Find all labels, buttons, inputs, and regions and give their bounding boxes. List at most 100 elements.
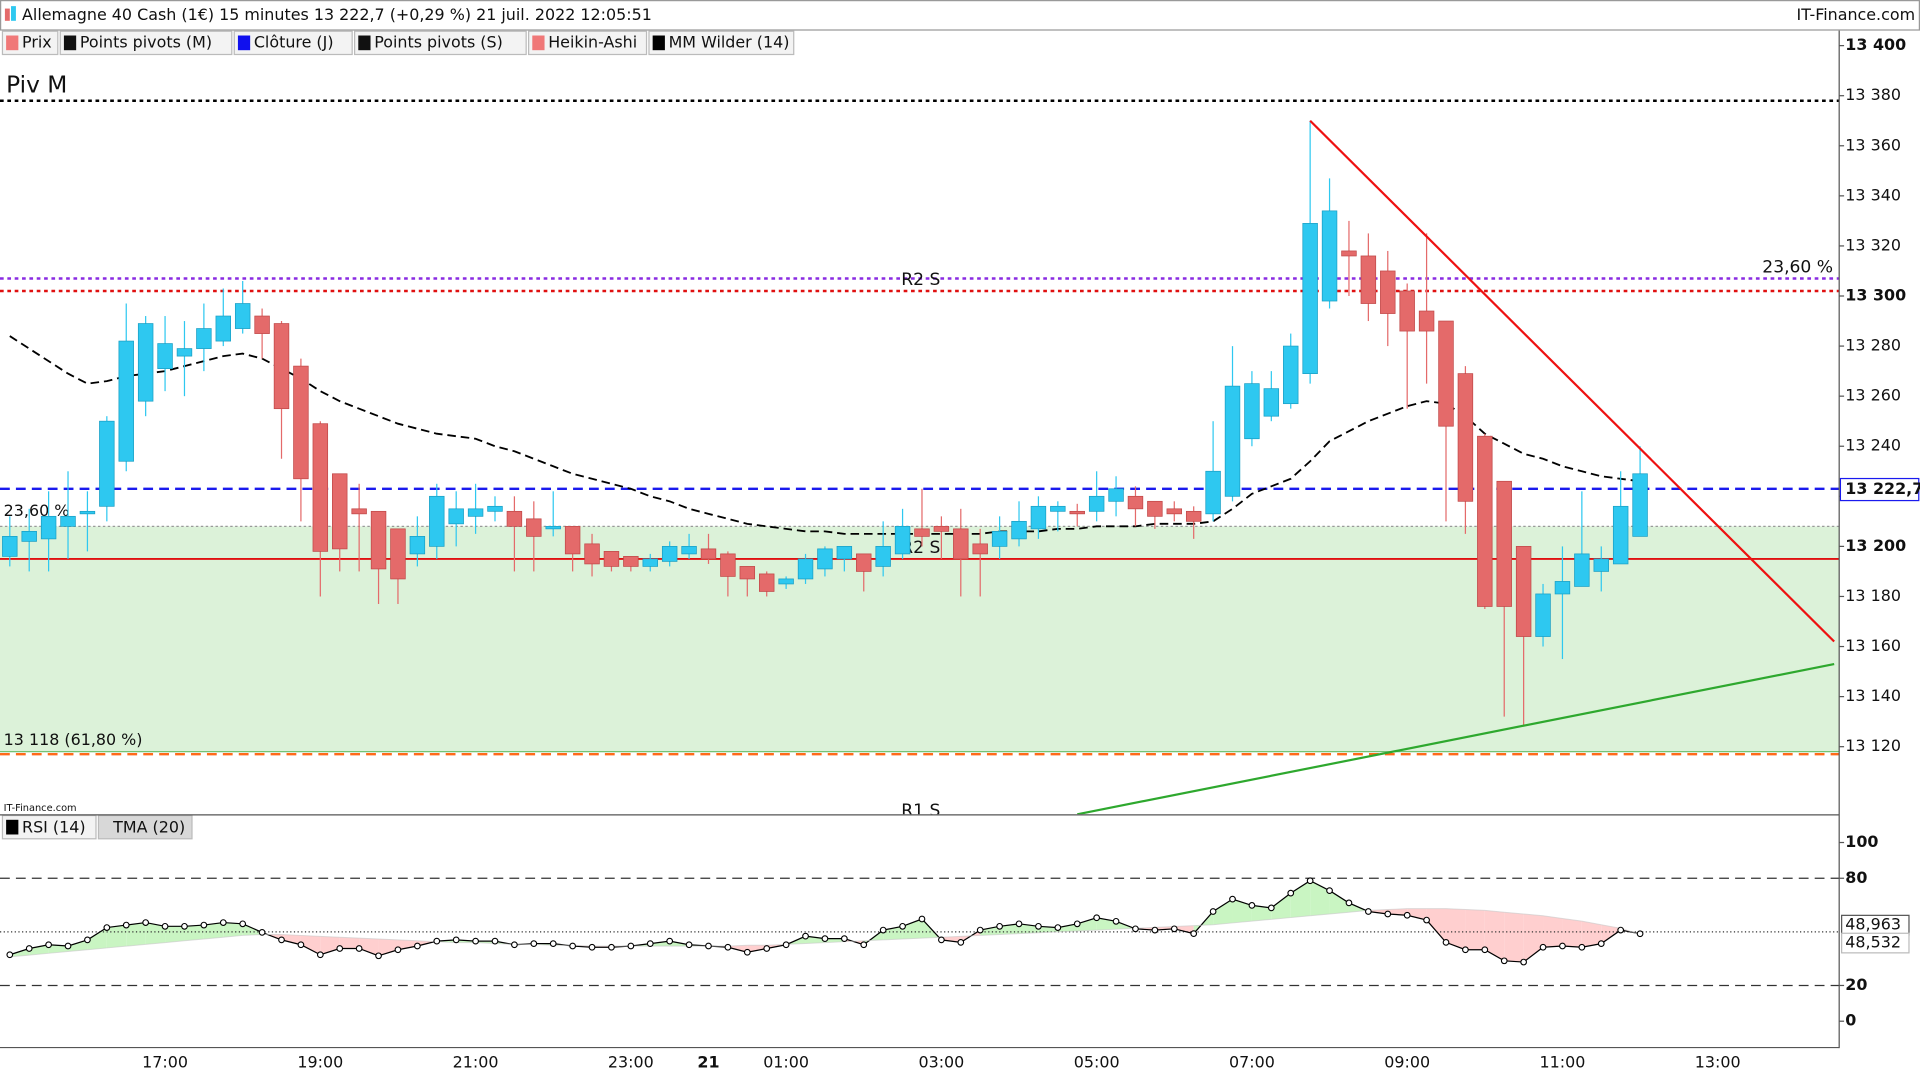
legend-label[interactable]: TMA (20) — [112, 817, 185, 836]
level-label: R1 S — [901, 801, 940, 821]
candle-body — [40, 515, 57, 540]
rsi-fill — [300, 935, 321, 955]
candle-body — [215, 315, 232, 342]
legend-label[interactable]: Clôture (J) — [254, 32, 334, 51]
candle-body — [1205, 470, 1221, 515]
rsi-point — [1384, 910, 1392, 918]
legend-swatch[interactable] — [532, 35, 545, 51]
rsi-point — [1559, 942, 1566, 950]
legend-label[interactable]: Prix — [22, 32, 52, 51]
level-label: R2 S — [901, 270, 940, 290]
rsi-fill — [1407, 908, 1427, 921]
candle-body — [409, 536, 426, 555]
rsi-point — [1403, 911, 1411, 919]
rsi-fill — [1581, 921, 1602, 948]
rsi-fill — [1213, 899, 1233, 925]
candle-body — [2, 536, 18, 557]
x-tick-label: 03:00 — [918, 1052, 964, 1071]
legend-swatch[interactable] — [63, 35, 77, 51]
rsi-point — [763, 945, 771, 952]
rsi-fill — [1174, 925, 1194, 934]
rsi-fill — [1504, 912, 1524, 963]
rsi-point — [957, 939, 965, 946]
candle-body — [1438, 320, 1454, 427]
chart-title: Allemagne 40 Cash (1€) 15 minutes 13 222… — [22, 5, 652, 24]
rsi-point — [355, 945, 363, 952]
rsi-point — [821, 935, 829, 943]
candle-body — [1632, 473, 1648, 537]
overlay: 13 400 13 380 13 360 13 340 13 320 13 300 13 2… — [1, 30, 1920, 1071]
y-tick-label: 80 — [1845, 868, 1867, 887]
trendline — [1077, 662, 1835, 815]
rsi-point — [782, 941, 790, 949]
rsi-point — [1500, 957, 1508, 965]
candle-body — [234, 303, 251, 329]
legend-button[interactable] — [528, 30, 648, 56]
rsi-point — [142, 919, 150, 926]
legend-label[interactable]: Points pivots (M) — [80, 32, 212, 51]
rsi-point — [161, 922, 169, 930]
rsi-point — [705, 942, 712, 950]
rsi-fill — [203, 922, 224, 940]
rsi-point — [239, 920, 247, 928]
rsi-fill — [29, 944, 49, 956]
legend-label[interactable]: RSI (14) — [22, 817, 86, 836]
price-panel: 23,60 % 13 118 (61,80 %) Piv M 23,60 % R2 S R… — [0, 72, 1840, 821]
legend-swatch[interactable] — [358, 35, 371, 51]
rsi-point — [627, 942, 635, 950]
candle-body — [429, 495, 445, 547]
level-label: Piv M — [6, 72, 67, 99]
legend-button[interactable] — [648, 30, 795, 56]
candle-body — [836, 546, 853, 560]
rsi-fill — [106, 925, 127, 948]
legend-button[interactable] — [59, 30, 233, 56]
rsi-fill — [1387, 908, 1408, 916]
rsi-point — [64, 942, 72, 950]
rsi-value-label: 48,532 — [1845, 933, 1901, 952]
candle-body — [487, 505, 503, 512]
rsi-point — [375, 952, 382, 960]
legend-label[interactable]: Points pivots (S) — [374, 32, 503, 51]
x-tick-label: 21 — [697, 1052, 719, 1071]
candle-body — [1535, 593, 1551, 637]
candle-body — [953, 528, 969, 560]
candle-body — [1418, 310, 1435, 332]
legend-label[interactable]: Heikin-Ashi — [548, 32, 637, 51]
candle-body — [467, 508, 484, 517]
candle-body — [1360, 255, 1377, 304]
candle-body — [351, 508, 367, 515]
legend-swatch[interactable] — [652, 35, 665, 51]
legend-swatch[interactable] — [6, 35, 19, 51]
candle-body — [933, 525, 950, 532]
rsi-point — [549, 940, 557, 948]
rsi-fill — [1290, 880, 1311, 918]
rsi-point — [278, 936, 285, 944]
x-tick-label: 05:00 — [1074, 1052, 1120, 1071]
rsi-point — [1578, 943, 1586, 951]
y-tick-label: 13 120 — [1845, 736, 1901, 755]
candle-body — [1108, 488, 1124, 502]
rsi-point — [1151, 926, 1159, 934]
y-tick-label: 13 380 — [1845, 85, 1901, 104]
candle-body — [99, 420, 115, 507]
candle-body — [914, 528, 930, 537]
candle-body — [1302, 223, 1318, 374]
rsi-point — [414, 942, 421, 950]
rsi-point — [1462, 946, 1469, 954]
rsi-point — [685, 941, 693, 949]
candle-body — [332, 473, 348, 550]
title-bar — [0, 0, 1920, 31]
rsi-fill — [1562, 918, 1582, 948]
rsi-fill — [747, 945, 767, 953]
legend-button[interactable] — [233, 30, 353, 56]
legend-label[interactable]: MM Wilder (14) — [669, 32, 790, 51]
level-label: R2 S — [901, 538, 940, 558]
legend-button[interactable] — [354, 30, 527, 56]
rsi-point — [1229, 895, 1236, 903]
rsi-fill — [1038, 926, 1058, 933]
candle-body — [21, 530, 37, 542]
legend-swatch[interactable] — [6, 819, 19, 835]
legend-swatch[interactable] — [237, 35, 251, 51]
rsi-point — [1054, 924, 1062, 931]
rsi-point — [802, 932, 809, 940]
